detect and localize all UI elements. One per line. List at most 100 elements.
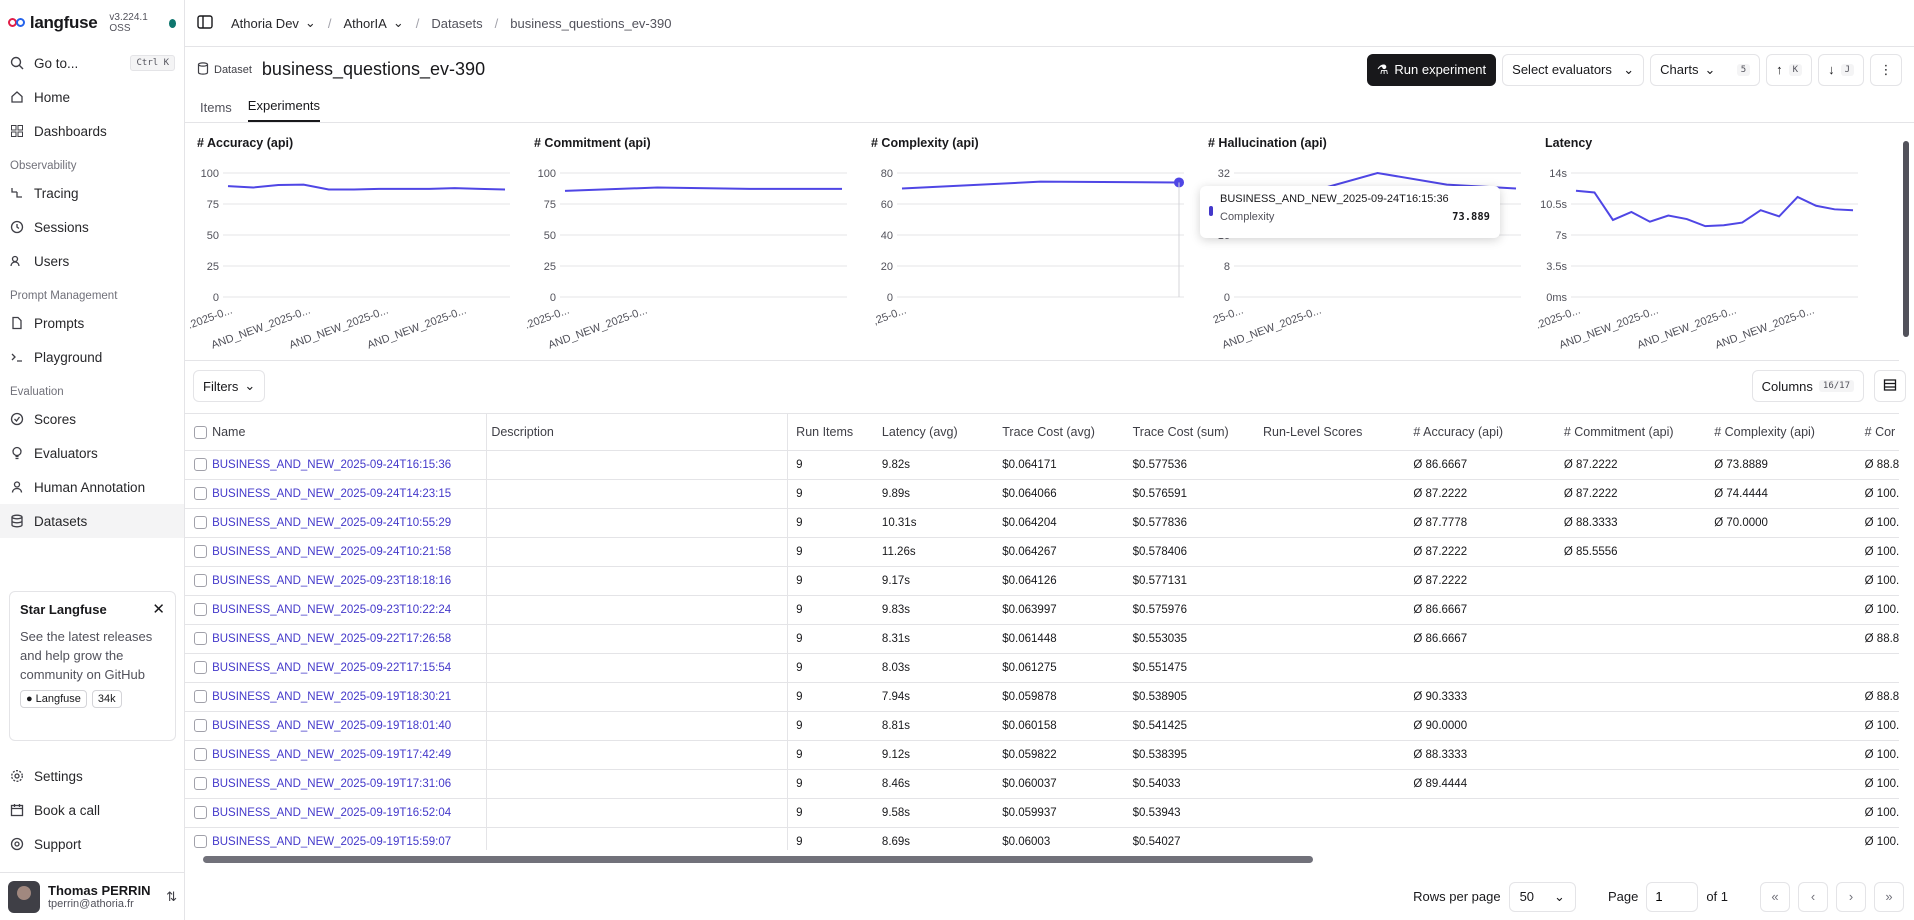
- langfuse-logo-icon[interactable]: [8, 17, 25, 29]
- row-checkbox[interactable]: [185, 624, 213, 654]
- charts-scrollbar[interactable]: [1901, 127, 1911, 352]
- row-checkbox[interactable]: [185, 479, 213, 509]
- table-row[interactable]: BUSINESS_AND_NEW_2025-09-19T16:52:04 9 9.5…: [185, 798, 1899, 828]
- cell-name[interactable]: BUSINESS_AND_NEW_2025-09-19T16:52:04: [212, 798, 487, 828]
- sidebar-item-tracing[interactable]: Tracing: [0, 176, 184, 210]
- select-evaluators-dropdown[interactable]: Select evaluators ⌄: [1502, 53, 1645, 86]
- column-latency[interactable]: Latency (avg): [881, 414, 1003, 451]
- table-row[interactable]: BUSINESS_AND_NEW_2025-09-19T18:30:21 9 7.9…: [185, 682, 1899, 712]
- breadcrumb-project[interactable]: AthorIA: [343, 15, 387, 31]
- cell-name[interactable]: BUSINESS_AND_NEW_2025-09-22T17:15:54: [212, 653, 487, 683]
- row-checkbox[interactable]: [185, 798, 213, 828]
- table-row[interactable]: BUSINESS_AND_NEW_2025-09-19T17:42:49 9 9.1…: [185, 740, 1899, 770]
- sidebar-item-support[interactable]: Support: [0, 827, 185, 861]
- row-checkbox[interactable]: [185, 711, 213, 741]
- chevron-down-icon[interactable]: ⌄: [304, 15, 316, 30]
- table-row[interactable]: BUSINESS_AND_NEW_2025-09-19T15:59:07 9 8.6…: [185, 827, 1899, 850]
- row-checkbox[interactable]: [185, 682, 213, 712]
- column-cor[interactable]: # Cor: [1864, 414, 1899, 451]
- column-description[interactable]: Description: [486, 414, 789, 451]
- filters-button[interactable]: Filters ⌄: [193, 370, 266, 402]
- cell-name[interactable]: BUSINESS_AND_NEW_2025-09-19T17:42:49: [212, 740, 487, 770]
- sidebar-item-prompts[interactable]: Prompts: [0, 306, 184, 340]
- last-page-button[interactable]: »: [1874, 881, 1904, 912]
- sidebar-item-settings[interactable]: Settings: [0, 759, 185, 793]
- chevron-down-icon[interactable]: ⌄: [392, 15, 404, 30]
- user-menu[interactable]: Thomas PERRIN tperrin@athoria.fr ⇅: [0, 872, 185, 920]
- table-row[interactable]: BUSINESS_AND_NEW_2025-09-22T17:15:54 9 8.0…: [185, 653, 1899, 683]
- app-name[interactable]: langfuse: [29, 13, 98, 32]
- sidebar-item-book-call[interactable]: Book a call: [0, 793, 185, 827]
- row-checkbox[interactable]: [185, 566, 213, 596]
- row-checkbox[interactable]: [185, 595, 213, 625]
- sidebar-toggle-icon[interactable]: [197, 14, 213, 33]
- table-row[interactable]: BUSINESS_AND_NEW_2025-09-24T10:21:58 9 11.…: [185, 537, 1899, 567]
- tab-items[interactable]: Items: [200, 100, 232, 115]
- cell-name[interactable]: BUSINESS_AND_NEW_2025-09-22T17:26:58: [212, 624, 487, 654]
- sidebar-item-dashboards[interactable]: Dashboards: [0, 114, 184, 148]
- table-row[interactable]: BUSINESS_AND_NEW_2025-09-23T10:22:24 9 9.8…: [185, 595, 1899, 625]
- next-page-button[interactable]: ›: [1836, 881, 1866, 912]
- sidebar-item-users[interactable]: Users: [0, 244, 184, 278]
- scrollbar-thumb[interactable]: [203, 856, 1313, 863]
- previous-page-button[interactable]: ‹: [1798, 881, 1828, 912]
- breadcrumb-org[interactable]: Athoria Dev: [231, 15, 299, 31]
- table-horizontal-scrollbar[interactable]: [185, 852, 1899, 866]
- more-menu-button[interactable]: ⋮: [1870, 53, 1902, 86]
- cell-name[interactable]: BUSINESS_AND_NEW_2025-09-23T10:22:24: [212, 595, 487, 625]
- cell-name[interactable]: BUSINESS_AND_NEW_2025-09-24T10:21:58: [212, 537, 487, 567]
- goto-button[interactable]: Go to... Ctrl K: [0, 46, 184, 80]
- tab-experiments[interactable]: Experiments: [247, 98, 321, 122]
- rows-per-page-select[interactable]: 50 ⌄: [1508, 881, 1576, 912]
- row-checkbox[interactable]: [185, 450, 213, 480]
- breadcrumb-section[interactable]: Datasets: [431, 15, 483, 31]
- row-checkbox[interactable]: [185, 827, 213, 850]
- table-row[interactable]: BUSINESS_AND_NEW_2025-09-24T10:55:29 9 10.…: [185, 508, 1899, 538]
- column-run-items[interactable]: Run Items: [787, 414, 882, 451]
- scrollbar-thumb[interactable]: [1903, 141, 1909, 337]
- row-checkbox[interactable]: [185, 653, 213, 683]
- previous-button[interactable]: ↑ K: [1766, 53, 1813, 86]
- column-run-level-scores[interactable]: Run-Level Scores: [1262, 414, 1414, 451]
- github-star-button[interactable]: ● Langfuse: [20, 690, 87, 708]
- table-row[interactable]: BUSINESS_AND_NEW_2025-09-22T17:26:58 9 8.3…: [185, 624, 1899, 654]
- row-checkbox[interactable]: [185, 740, 213, 770]
- first-page-button[interactable]: «: [1760, 881, 1790, 912]
- page-input[interactable]: [1646, 881, 1699, 912]
- column-complexity[interactable]: # Complexity (api): [1714, 414, 1865, 451]
- cell-name[interactable]: BUSINESS_AND_NEW_2025-09-19T18:30:21: [212, 682, 487, 712]
- cell-name[interactable]: BUSINESS_AND_NEW_2025-09-23T18:18:16: [212, 566, 487, 596]
- table-row[interactable]: BUSINESS_AND_NEW_2025-09-19T18:01:40 9 8.8…: [185, 711, 1899, 741]
- cell-name[interactable]: BUSINESS_AND_NEW_2025-09-19T17:31:06: [212, 769, 487, 799]
- row-checkbox[interactable]: [185, 769, 213, 799]
- column-name[interactable]: Name: [212, 414, 487, 451]
- run-experiment-button[interactable]: ⚗ Run experiment: [1366, 53, 1497, 86]
- column-trace-cost-avg[interactable]: Trace Cost (avg): [1002, 414, 1133, 451]
- row-checkbox[interactable]: [185, 508, 213, 538]
- column-commitment[interactable]: # Commitment (api): [1563, 414, 1715, 451]
- charts-dropdown[interactable]: Charts ⌄ 5: [1650, 53, 1761, 86]
- table-row[interactable]: BUSINESS_AND_NEW_2025-09-24T16:15:36 9 9.8…: [185, 450, 1899, 480]
- table-row[interactable]: BUSINESS_AND_NEW_2025-09-24T14:23:15 9 9.8…: [185, 479, 1899, 509]
- cell-name[interactable]: BUSINESS_AND_NEW_2025-09-24T10:55:29: [212, 508, 487, 538]
- cell-name[interactable]: BUSINESS_AND_NEW_2025-09-19T18:01:40: [212, 711, 487, 741]
- cell-name[interactable]: BUSINESS_AND_NEW_2025-09-24T14:23:15: [212, 479, 487, 509]
- sidebar-item-datasets[interactable]: Datasets: [0, 504, 184, 538]
- select-all-checkbox[interactable]: [185, 414, 213, 451]
- close-icon[interactable]: ✕: [152, 601, 165, 618]
- cell-name[interactable]: BUSINESS_AND_NEW_2025-09-24T16:15:36: [212, 450, 487, 480]
- sidebar-item-scores[interactable]: Scores: [0, 402, 184, 436]
- sidebar-item-human-annotation[interactable]: Human Annotation: [0, 470, 184, 504]
- sidebar-item-sessions[interactable]: Sessions: [0, 210, 184, 244]
- sidebar-item-home[interactable]: Home: [0, 80, 184, 114]
- row-checkbox[interactable]: [185, 537, 213, 567]
- sidebar-item-evaluators[interactable]: Evaluators: [0, 436, 184, 470]
- table-row[interactable]: BUSINESS_AND_NEW_2025-09-19T17:31:06 9 8.4…: [185, 769, 1899, 799]
- next-button[interactable]: ↓ J: [1818, 53, 1864, 86]
- cell-name[interactable]: BUSINESS_AND_NEW_2025-09-19T15:59:07: [212, 827, 487, 850]
- column-trace-cost-sum[interactable]: Trace Cost (sum): [1132, 414, 1263, 451]
- row-height-button[interactable]: [1874, 370, 1906, 402]
- column-accuracy[interactable]: # Accuracy (api): [1413, 414, 1564, 451]
- table-row[interactable]: BUSINESS_AND_NEW_2025-09-23T18:18:16 9 9.1…: [185, 566, 1899, 596]
- sidebar-item-playground[interactable]: Playground: [0, 340, 184, 374]
